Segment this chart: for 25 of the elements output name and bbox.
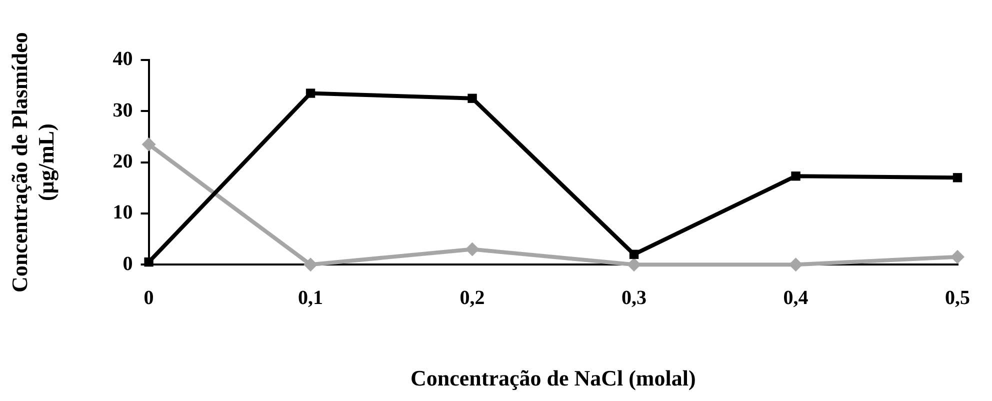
point xyxy=(950,250,964,264)
point xyxy=(468,94,477,103)
y-tick-label: 30 xyxy=(112,99,133,122)
point xyxy=(304,258,318,272)
y-tick-label: 0 xyxy=(122,252,133,275)
x-tick-label: 0,1 xyxy=(298,286,324,309)
y-tick-label: 40 xyxy=(112,48,133,70)
point xyxy=(791,172,800,181)
x-axis-title: Concentração de NaCl (molal) xyxy=(410,365,696,390)
x-tick-label: 0,5 xyxy=(945,286,970,309)
point xyxy=(465,242,480,256)
point xyxy=(144,257,154,267)
point xyxy=(629,250,639,259)
x-tick-label: 0,4 xyxy=(783,286,808,309)
y-axis-title: Concentração de Plasmídeo (µg/mL) xyxy=(6,32,58,292)
point xyxy=(627,258,642,272)
x-tick-label: 0,2 xyxy=(460,286,485,309)
y-tick-label: 10 xyxy=(112,202,133,224)
point xyxy=(788,258,803,272)
point xyxy=(142,137,156,152)
x-tick-label: 0 xyxy=(144,286,154,309)
x-tick-label: 0,3 xyxy=(622,286,647,309)
point xyxy=(306,88,316,98)
point xyxy=(952,173,962,182)
y-tick-label: 20 xyxy=(112,150,133,172)
